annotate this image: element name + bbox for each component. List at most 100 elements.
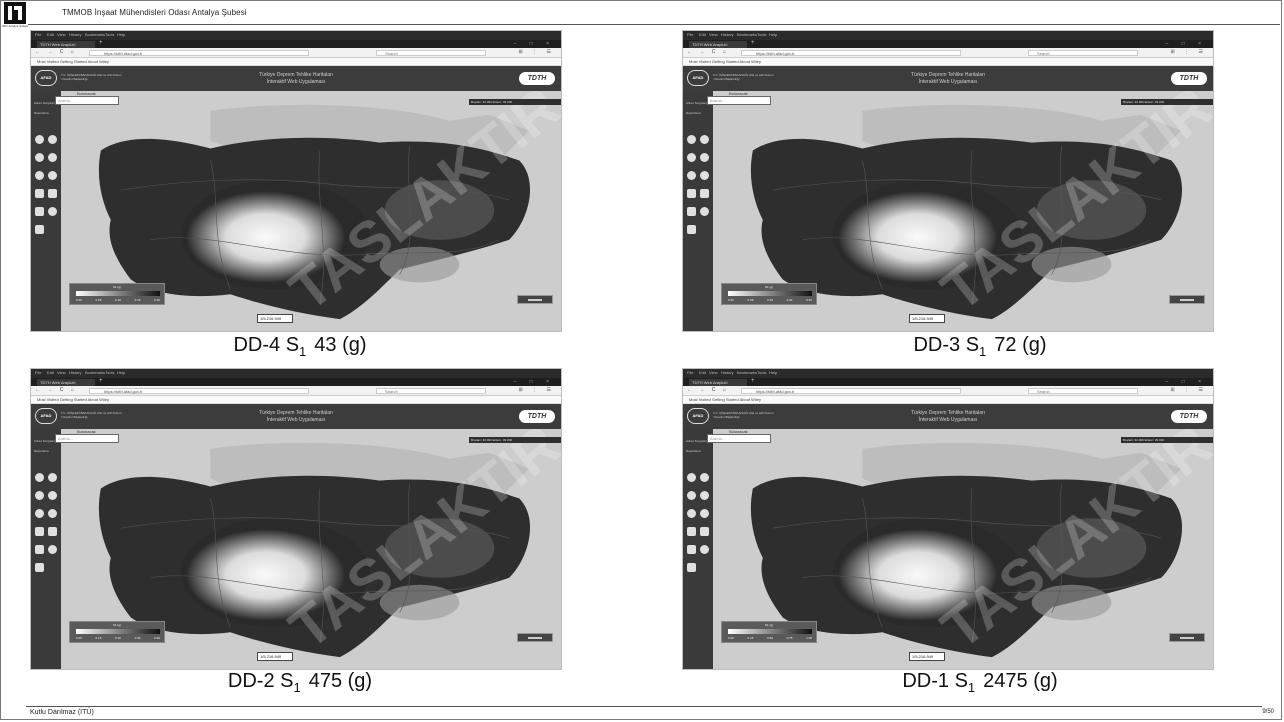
print-icon[interactable] bbox=[687, 563, 696, 572]
help-icon[interactable] bbox=[48, 207, 57, 216]
menu-item[interactable]: View bbox=[57, 32, 66, 37]
window-controls[interactable]: – □ × bbox=[513, 379, 555, 385]
globe-icon[interactable] bbox=[700, 491, 709, 500]
menu-item[interactable]: Help bbox=[117, 32, 126, 37]
browser-search-input[interactable]: Search bbox=[376, 388, 486, 394]
zoom-out-icon[interactable] bbox=[700, 509, 709, 518]
menu-item[interactable]: Help bbox=[117, 370, 126, 375]
toolbar-icons[interactable]: ⊞ ⋮ ☰ bbox=[1170, 387, 1207, 393]
address-query-link[interactable]: Adres Sorgulama bbox=[34, 439, 58, 443]
measure-icon[interactable] bbox=[687, 527, 696, 536]
eraser-icon[interactable] bbox=[687, 545, 696, 554]
zoom-in-icon[interactable] bbox=[35, 171, 44, 180]
browser-tab[interactable]: TDTH Web Arayüzü bbox=[37, 41, 95, 48]
window-controls[interactable]: – □ × bbox=[1165, 379, 1207, 385]
url-bar[interactable]: https://tdth.afad.gov.tr bbox=[741, 388, 961, 394]
layers-icon[interactable] bbox=[700, 135, 709, 144]
window-controls[interactable]: – □ × bbox=[1165, 41, 1207, 47]
menu-item[interactable]: History bbox=[721, 370, 734, 375]
hazard-map[interactable]: TASLAKTIR bbox=[61, 429, 561, 669]
bookmarks-bar[interactable]: Most Visited Getting Started About Wiley bbox=[31, 396, 561, 404]
nav-buttons[interactable]: ← → C ⌂ bbox=[35, 49, 77, 55]
nav-buttons[interactable]: ← → C ⌂ bbox=[35, 387, 77, 393]
layers-icon[interactable] bbox=[700, 473, 709, 482]
nav-buttons[interactable]: ← → C ⌂ bbox=[687, 49, 729, 55]
toolbar-icons[interactable]: ⊞ ⋮ ☰ bbox=[518, 387, 555, 393]
browser-search-input[interactable]: Search bbox=[1028, 50, 1138, 56]
zoom-out-icon[interactable] bbox=[48, 509, 57, 518]
reporting-link[interactable]: Raporlama bbox=[686, 449, 701, 453]
menu-item[interactable]: Tools bbox=[105, 370, 115, 375]
info-icon[interactable] bbox=[35, 491, 44, 500]
globe-icon[interactable] bbox=[48, 491, 57, 500]
menu-item[interactable]: Edit bbox=[699, 32, 706, 37]
zoom-in-icon[interactable] bbox=[687, 509, 696, 518]
bookmarks-bar[interactable]: Most Visited Getting Started About Wiley bbox=[683, 396, 1213, 404]
print-icon[interactable] bbox=[35, 563, 44, 572]
url-bar[interactable]: https://tdth.afad.gov.tr bbox=[89, 388, 309, 394]
help-icon[interactable] bbox=[700, 545, 709, 554]
zoom-out-icon[interactable] bbox=[48, 171, 57, 180]
menu-item[interactable]: Bookmarks bbox=[85, 370, 106, 375]
info-icon[interactable] bbox=[687, 491, 696, 500]
zoom-in-icon[interactable] bbox=[687, 171, 696, 180]
nav-buttons[interactable]: ← → C ⌂ bbox=[687, 387, 729, 393]
layers-icon[interactable] bbox=[48, 473, 57, 482]
menu-item[interactable]: History bbox=[69, 32, 82, 37]
pan-icon[interactable] bbox=[700, 189, 709, 198]
map-search-input[interactable]: Arama... bbox=[707, 434, 771, 443]
scale-box[interactable]: 1/5.216.949 bbox=[257, 314, 293, 323]
menu-item[interactable]: Bookmarks bbox=[737, 370, 758, 375]
menu-item[interactable]: Edit bbox=[47, 32, 54, 37]
menu-item[interactable]: File bbox=[687, 32, 694, 37]
eraser-icon[interactable] bbox=[35, 207, 44, 216]
map-search-input[interactable]: Arama... bbox=[55, 96, 119, 105]
menu-item[interactable]: Edit bbox=[699, 370, 706, 375]
reporting-link[interactable]: Raporlama bbox=[34, 449, 49, 453]
map-search-input[interactable]: Arama... bbox=[55, 434, 119, 443]
browser-tab[interactable]: TDTH Web Arayüzü bbox=[689, 41, 747, 48]
zoom-out-icon[interactable] bbox=[700, 171, 709, 180]
new-tab-button[interactable]: + bbox=[751, 378, 755, 384]
hazard-map[interactable]: TASLAKTIR bbox=[713, 429, 1213, 669]
info-icon[interactable] bbox=[687, 153, 696, 162]
info-icon[interactable] bbox=[35, 153, 44, 162]
print-icon[interactable] bbox=[687, 225, 696, 234]
globe-icon[interactable] bbox=[48, 153, 57, 162]
scale-box[interactable]: 1/5.216.949 bbox=[909, 314, 945, 323]
minimap-control[interactable] bbox=[1169, 633, 1205, 642]
new-tab-button[interactable]: + bbox=[99, 40, 103, 46]
menu-item[interactable]: View bbox=[709, 32, 718, 37]
minimap-control[interactable] bbox=[517, 295, 553, 304]
map-search-input[interactable]: Arama... bbox=[707, 96, 771, 105]
bookmarks-bar[interactable]: Most Visited Getting Started About Wiley bbox=[683, 58, 1213, 66]
url-bar[interactable]: https://tdth.afad.gov.tr bbox=[741, 50, 961, 56]
menu-item[interactable]: Tools bbox=[757, 370, 767, 375]
pan-icon[interactable] bbox=[48, 189, 57, 198]
browser-search-input[interactable]: Search bbox=[376, 50, 486, 56]
address-query-link[interactable]: Adres Sorgulama bbox=[34, 101, 58, 105]
scale-box[interactable]: 1/5.216.949 bbox=[257, 652, 293, 661]
menu-item[interactable]: Tools bbox=[757, 32, 767, 37]
menu-item[interactable]: Bookmarks bbox=[737, 32, 758, 37]
pan-icon[interactable] bbox=[48, 527, 57, 536]
target-icon[interactable] bbox=[35, 135, 44, 144]
target-icon[interactable] bbox=[687, 473, 696, 482]
menu-item[interactable]: History bbox=[69, 370, 82, 375]
menu-item[interactable]: File bbox=[687, 370, 694, 375]
pan-icon[interactable] bbox=[700, 527, 709, 536]
url-bar[interactable]: https://tdth.afad.gov.tr bbox=[89, 50, 309, 56]
browser-tab[interactable]: TDTH Web Arayüzü bbox=[37, 379, 95, 386]
zoom-in-icon[interactable] bbox=[35, 509, 44, 518]
toolbar-icons[interactable]: ⊞ ⋮ ☰ bbox=[518, 49, 555, 55]
menu-item[interactable]: View bbox=[57, 370, 66, 375]
menu-item[interactable]: Edit bbox=[47, 370, 54, 375]
menu-item[interactable]: Help bbox=[769, 370, 778, 375]
browser-tab[interactable]: TDTH Web Arayüzü bbox=[689, 379, 747, 386]
address-query-link[interactable]: Adres Sorgulama bbox=[686, 101, 710, 105]
measure-icon[interactable] bbox=[687, 189, 696, 198]
eraser-icon[interactable] bbox=[687, 207, 696, 216]
minimap-control[interactable] bbox=[517, 633, 553, 642]
window-controls[interactable]: – □ × bbox=[513, 41, 555, 47]
menu-item[interactable]: Tools bbox=[105, 32, 115, 37]
